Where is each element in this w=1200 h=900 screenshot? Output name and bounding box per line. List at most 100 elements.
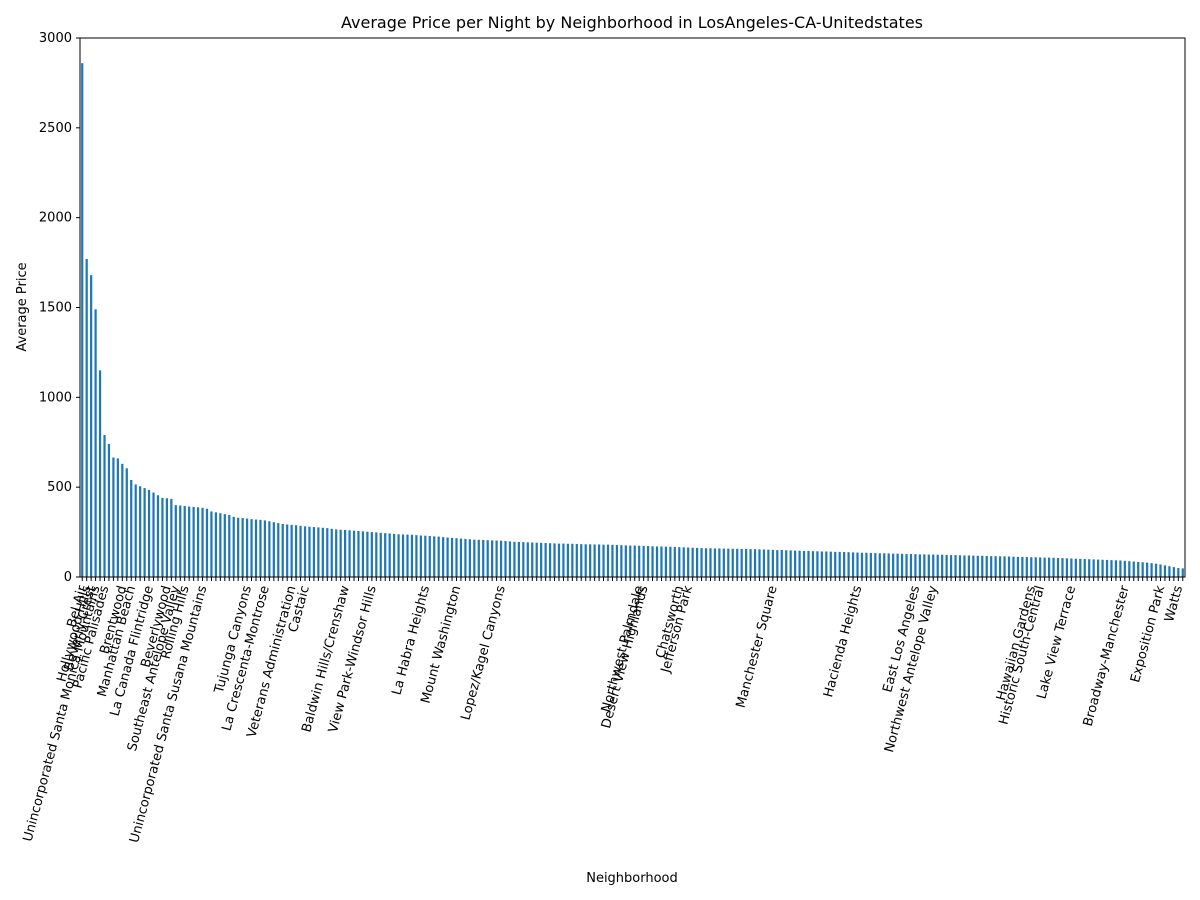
bar — [584, 544, 587, 577]
bar — [664, 546, 668, 577]
bar — [433, 536, 436, 577]
bar — [250, 519, 253, 577]
bar — [165, 498, 168, 577]
y-tick-label: 1000 — [39, 390, 72, 405]
bar — [740, 548, 743, 577]
bar — [540, 542, 543, 577]
bar — [762, 549, 766, 577]
bar — [869, 552, 872, 577]
bar — [415, 535, 418, 577]
bar — [143, 488, 146, 577]
bar — [98, 370, 102, 577]
bar — [196, 507, 200, 577]
bar — [508, 541, 512, 577]
bar — [606, 544, 610, 577]
bar — [1007, 556, 1011, 577]
bar — [130, 479, 133, 577]
bar — [829, 551, 832, 577]
bar — [972, 555, 975, 577]
bar — [1043, 557, 1046, 577]
bar — [1105, 559, 1109, 577]
bar — [892, 553, 895, 577]
bar — [259, 519, 262, 577]
bar — [566, 543, 570, 577]
bar — [820, 551, 823, 577]
x-axis-label: Neighborhood — [586, 871, 678, 886]
bar — [998, 556, 1002, 577]
bar — [593, 544, 596, 577]
bar — [758, 549, 761, 577]
bar — [134, 484, 137, 577]
bar — [526, 542, 529, 577]
bar — [393, 533, 396, 577]
bar — [1172, 567, 1175, 577]
bar — [602, 544, 605, 577]
bar — [963, 555, 966, 577]
bar — [343, 529, 347, 577]
bar — [967, 555, 971, 577]
bar — [223, 514, 226, 577]
bar — [834, 551, 837, 577]
y-tick-label: 2000 — [39, 211, 72, 226]
bar — [152, 492, 155, 577]
bar — [219, 513, 222, 577]
bar — [268, 521, 271, 577]
bar — [731, 548, 734, 577]
bar — [954, 555, 957, 577]
bar — [401, 534, 405, 577]
bar — [352, 530, 356, 577]
x-tick-label: Manchester Square — [734, 584, 781, 710]
bar — [321, 527, 324, 577]
bar — [286, 524, 289, 577]
bar — [1088, 559, 1091, 577]
bar — [1168, 566, 1171, 577]
bar — [183, 506, 186, 577]
bar — [589, 544, 592, 577]
bar — [624, 545, 627, 577]
bar — [1128, 561, 1131, 577]
bar — [156, 495, 160, 577]
bar — [736, 548, 739, 577]
bar — [611, 544, 614, 577]
bar — [1137, 561, 1140, 577]
bar — [562, 543, 565, 577]
bar — [1003, 556, 1006, 577]
bar — [272, 522, 275, 577]
bar — [446, 537, 449, 577]
bar — [1123, 560, 1126, 577]
bar — [749, 549, 752, 577]
bar — [1101, 559, 1104, 577]
y-tick-label: 500 — [47, 480, 72, 495]
bar — [838, 551, 841, 577]
bar — [843, 552, 846, 577]
bar — [767, 549, 770, 577]
bar — [847, 552, 850, 577]
bar — [388, 533, 391, 577]
bar — [682, 547, 685, 577]
bar — [437, 536, 440, 577]
bar — [851, 552, 855, 577]
bar — [499, 540, 503, 577]
bar — [620, 545, 623, 577]
bar — [424, 535, 427, 577]
bar — [366, 531, 369, 577]
bar — [201, 507, 204, 577]
bar — [1074, 558, 1077, 577]
bar — [531, 542, 534, 577]
bar — [615, 545, 619, 577]
bar — [170, 498, 173, 577]
bar — [161, 497, 164, 577]
bar — [1030, 557, 1033, 577]
bar — [923, 554, 926, 577]
bar — [1181, 568, 1184, 577]
bar — [941, 554, 944, 577]
bar — [241, 518, 244, 577]
bar — [263, 520, 267, 577]
bar — [1047, 557, 1051, 577]
bar — [571, 543, 574, 577]
bar — [85, 258, 88, 577]
bar — [789, 550, 792, 577]
bar — [1039, 557, 1042, 577]
bar — [722, 548, 725, 577]
bar — [887, 553, 890, 577]
